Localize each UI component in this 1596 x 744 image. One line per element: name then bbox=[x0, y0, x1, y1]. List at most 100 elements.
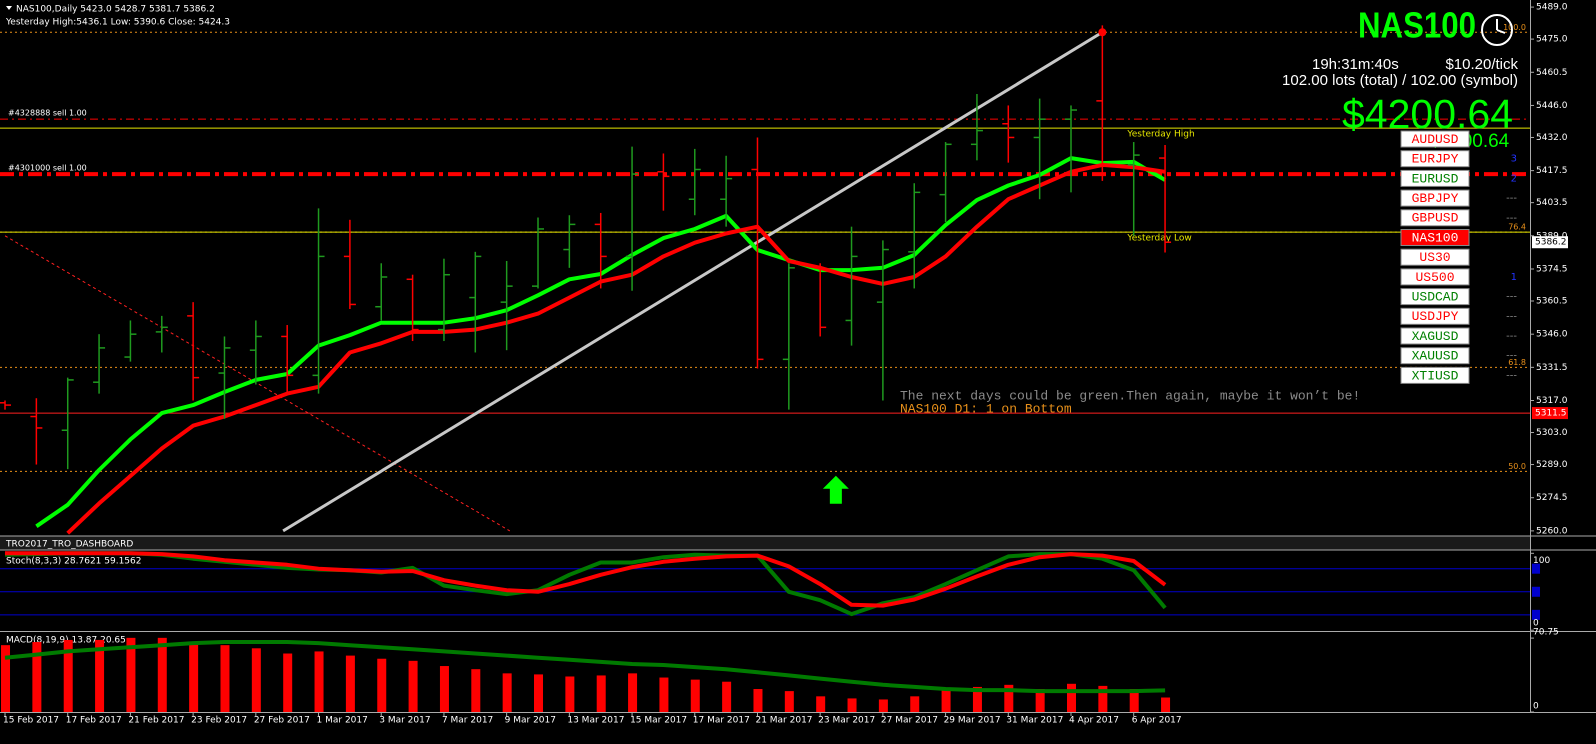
symbol-label[interactable]: US500 bbox=[1415, 270, 1454, 285]
macd-bar bbox=[251, 648, 261, 712]
macd-bar bbox=[1129, 689, 1139, 712]
profit: $4200.64 bbox=[1342, 91, 1513, 137]
symbol-label[interactable]: EURUSD bbox=[1412, 171, 1459, 186]
y-tick-label: 5475.0 bbox=[1536, 35, 1568, 45]
price-marker bbox=[1532, 236, 1568, 249]
symbol-label[interactable]: XAGUSD bbox=[1412, 329, 1459, 344]
annotation: The next days could be green.Then again,… bbox=[900, 388, 1360, 403]
fib-label: 61.8 bbox=[1508, 358, 1526, 367]
macd-signal bbox=[4, 640, 1166, 694]
macd-bar bbox=[502, 673, 512, 712]
chart-subheader: Yesterday High:5436.1 Low: 5390.6 Close:… bbox=[5, 18, 230, 28]
symbol-mark: 1 bbox=[1511, 272, 1517, 283]
macd-bar bbox=[1035, 689, 1045, 712]
macd-bar bbox=[816, 696, 826, 712]
macd-bar bbox=[345, 655, 355, 712]
yesterday-label: Yesterday High bbox=[1126, 130, 1194, 140]
symbol-label[interactable]: USDCAD bbox=[1412, 290, 1459, 305]
macd-bar bbox=[565, 676, 575, 712]
x-tick-label: 23 Mar 2017 bbox=[818, 716, 875, 726]
macd-bar bbox=[314, 651, 324, 712]
symbol-mark: 3 bbox=[1511, 154, 1517, 165]
macd-bar bbox=[910, 696, 920, 712]
macd-bar bbox=[1, 645, 11, 712]
macd-bar bbox=[690, 679, 700, 712]
x-tick-label: 6 Apr 2017 bbox=[1132, 716, 1182, 726]
y-tick-label: 5403.5 bbox=[1536, 198, 1568, 208]
macd-bar bbox=[722, 681, 732, 712]
macd-bar bbox=[471, 669, 481, 712]
symbol-title: NAS100 bbox=[1358, 5, 1476, 46]
stoch-plot bbox=[0, 551, 1530, 617]
dotted-trendline bbox=[4, 235, 511, 532]
lots: 102.00 lots (total) / 102.00 (symbol) bbox=[1282, 72, 1518, 89]
symbol-label[interactable]: EURJPY bbox=[1412, 152, 1459, 167]
symbol-button[interactable] bbox=[1400, 209, 1470, 227]
annotation: NAS100 D1: 1 on Bottom bbox=[900, 401, 1072, 416]
macd-bar bbox=[1161, 697, 1171, 712]
symbol-button[interactable] bbox=[1400, 248, 1470, 266]
symbol-label[interactable]: XTIUSD bbox=[1412, 368, 1459, 383]
stoch-level-tag bbox=[1532, 609, 1540, 620]
macd-bar bbox=[596, 675, 606, 712]
symbol-button[interactable] bbox=[1400, 130, 1470, 148]
macd-bar bbox=[95, 639, 105, 712]
price-marker-label: 5311.5 bbox=[1535, 409, 1567, 419]
subwindow-header bbox=[0, 536, 1530, 550]
fib-label: 50.0 bbox=[1508, 462, 1526, 471]
symbol-label[interactable]: GBPUSD bbox=[1412, 211, 1459, 226]
symbol-mark: --- bbox=[1506, 331, 1517, 342]
x-tick-label: 7 Mar 2017 bbox=[442, 716, 493, 726]
y-tick-label: 70.75 bbox=[1533, 628, 1559, 638]
symbol-button[interactable] bbox=[1400, 150, 1470, 168]
macd-bar bbox=[628, 673, 638, 712]
y-tick-label: 0 bbox=[1533, 619, 1539, 629]
symbol-label[interactable]: GBPJPY bbox=[1412, 191, 1459, 206]
main-plot: 100.0 76.4 61.8 50.0 Yesterday High Yesterday… bbox=[0, 23, 1530, 535]
x-tick-label: 29 Mar 2017 bbox=[944, 716, 1001, 726]
subwindow-title: TRO2017_TRO_DASHBOARD bbox=[5, 540, 133, 550]
order-label: #4301000 sell 1.00 bbox=[8, 164, 87, 173]
symbol-mark: --- bbox=[1506, 351, 1517, 362]
y-tick-label: 5289.0 bbox=[1536, 460, 1568, 470]
macd-bar bbox=[847, 698, 857, 712]
symbol-button[interactable] bbox=[1400, 327, 1470, 345]
symbol-label[interactable]: AUDUSD bbox=[1412, 132, 1459, 147]
symbol-button[interactable] bbox=[1400, 288, 1470, 306]
macd-bar bbox=[753, 689, 763, 712]
macd-bar bbox=[408, 660, 418, 712]
symbol-button[interactable] bbox=[1400, 229, 1470, 246]
y-tick-label: 5317.0 bbox=[1536, 396, 1568, 406]
symbol-button[interactable] bbox=[1400, 268, 1470, 286]
x-tick-label: 27 Feb 2017 bbox=[254, 716, 310, 726]
tick-value: $10.20/tick bbox=[1445, 56, 1518, 73]
macd-bar bbox=[878, 699, 888, 712]
x-tick-label: 1 Mar 2017 bbox=[317, 716, 368, 726]
symbol-label[interactable]: NAS100 bbox=[1412, 230, 1459, 245]
symbol-button[interactable] bbox=[1400, 347, 1470, 365]
x-tick-label: 27 Mar 2017 bbox=[881, 716, 938, 726]
timer: 19h:31m:40s bbox=[1312, 56, 1399, 73]
x-tick-label: 21 Feb 2017 bbox=[128, 716, 184, 726]
symbol-label[interactable]: US30 bbox=[1419, 250, 1450, 265]
collapse-icon bbox=[6, 6, 12, 10]
x-tick-label: 13 Mar 2017 bbox=[567, 716, 624, 726]
stoch-line bbox=[4, 551, 1167, 617]
symbol-button[interactable] bbox=[1400, 307, 1470, 325]
symbol-label[interactable]: USDJPY bbox=[1412, 309, 1459, 324]
symbol-button[interactable] bbox=[1400, 189, 1470, 207]
macd-bar bbox=[1067, 683, 1076, 712]
symbol-button[interactable] bbox=[1400, 366, 1470, 384]
y-tick-label: 5274.5 bbox=[1536, 493, 1568, 503]
symbol-label[interactable]: XAUUSD bbox=[1412, 349, 1459, 364]
fib-label: 100.0 bbox=[1503, 23, 1526, 32]
x-tick-label: 21 Mar 2017 bbox=[755, 716, 812, 726]
symbol-button[interactable] bbox=[1400, 169, 1470, 187]
macd-bar bbox=[941, 689, 951, 712]
symbol-mark: --- bbox=[1506, 193, 1517, 204]
stoch-level-tag bbox=[1532, 586, 1540, 597]
symbol-mark: --- bbox=[1506, 213, 1517, 224]
price-marker bbox=[1532, 407, 1568, 420]
